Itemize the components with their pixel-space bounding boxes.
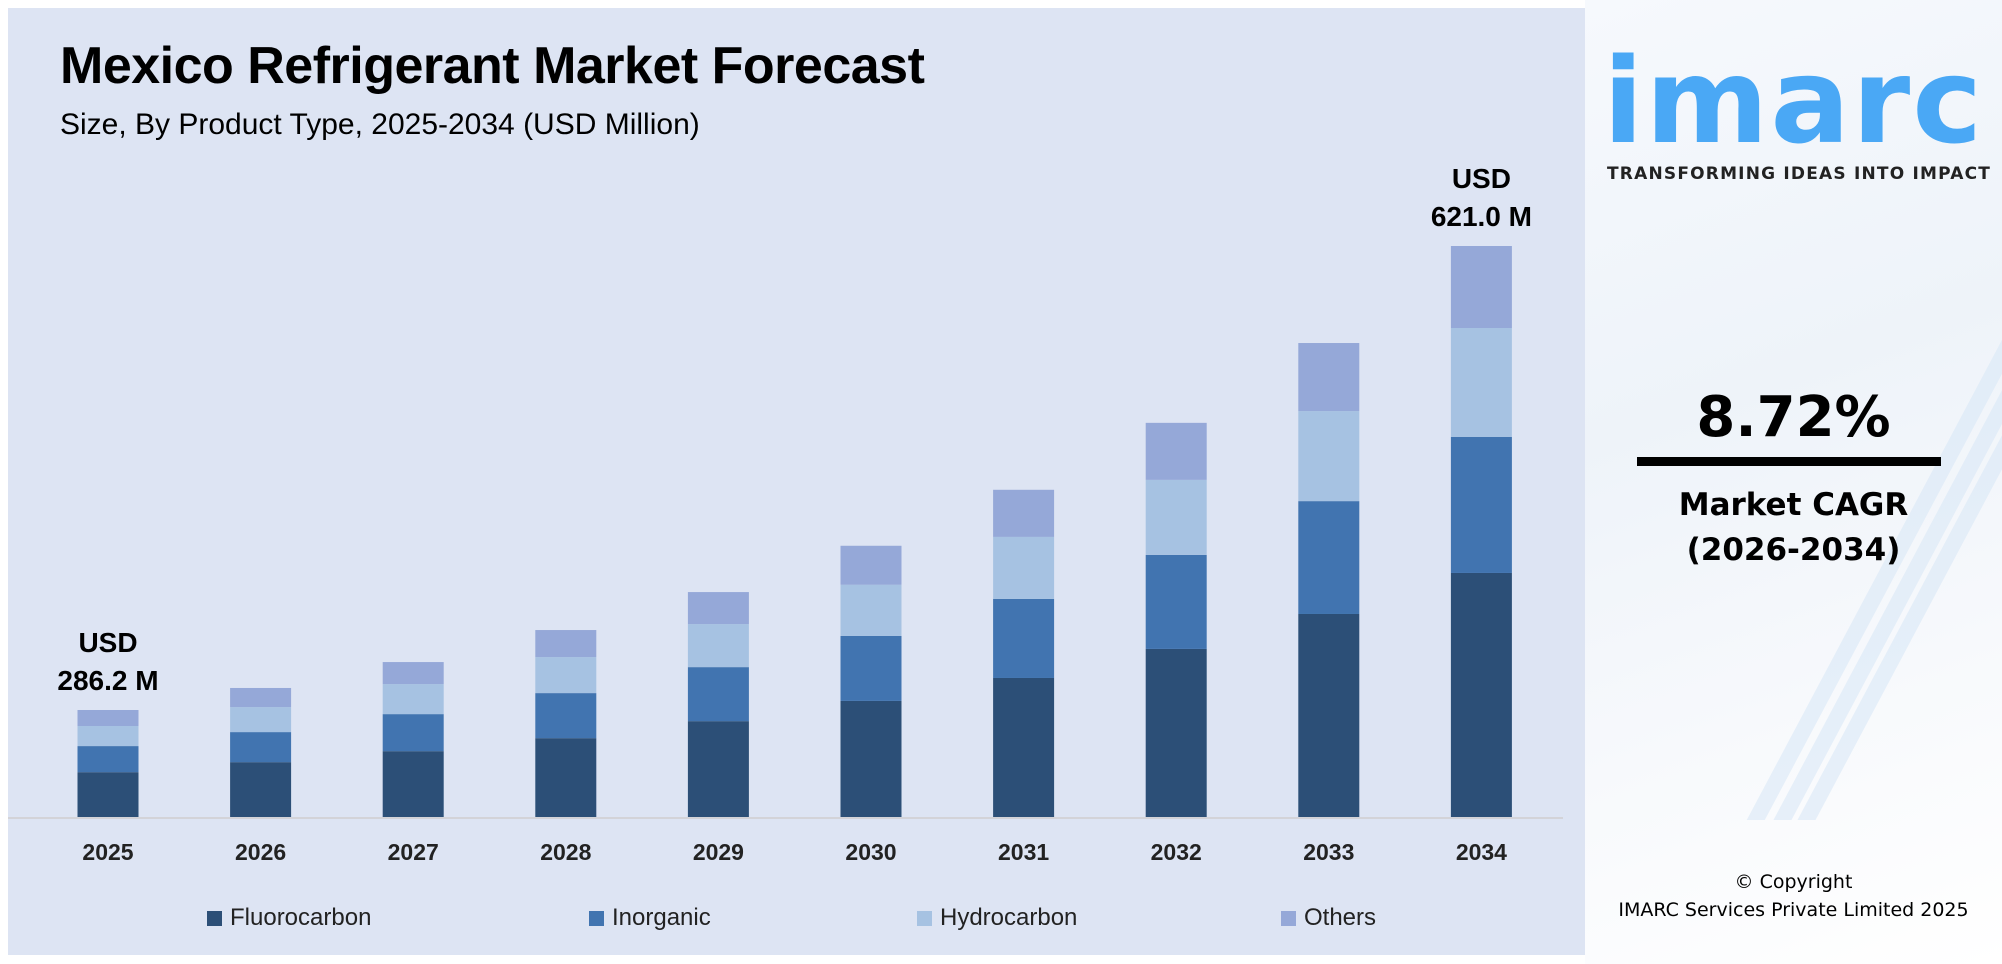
cagr-period: (2026-2034) — [1686, 532, 1901, 568]
bar-segment-inorganic-2027 — [382, 714, 444, 752]
bar-segment-hydrocarbon-2032 — [1145, 479, 1207, 555]
x-tick-label: 2030 — [845, 839, 896, 865]
bar-segment-others-2030 — [840, 545, 902, 585]
total-label-value: 621.0 M — [1431, 201, 1532, 232]
side-panel: imarc TRANSFORMING IDEAS INTO IMPACT 8.7… — [1585, 0, 2002, 964]
bar-segment-hydrocarbon-2034 — [1450, 328, 1512, 437]
bar-segment-fluorocarbon-2032 — [1145, 648, 1207, 817]
bar-segment-inorganic-2029 — [687, 667, 749, 722]
logo-text: imarc — [1603, 32, 1985, 170]
bar-segment-fluorocarbon-2034 — [1450, 572, 1512, 817]
bar-segment-hydrocarbon-2030 — [840, 584, 902, 636]
legend-label: Fluorocarbon — [230, 904, 372, 931]
bar-segment-others-2032 — [1145, 422, 1207, 480]
total-label-currency: USD — [1452, 163, 1511, 194]
bar-segment-others-2029 — [687, 592, 749, 625]
chart-panel: Mexico Refrigerant Market Forecast Size,… — [8, 8, 1585, 955]
bar-segment-hydrocarbon-2028 — [535, 657, 597, 694]
legend-swatch — [1281, 910, 1296, 926]
imarc-logo: imarc — [1603, 26, 1983, 166]
bar-segment-others-2034 — [1450, 246, 1512, 329]
bar-segment-inorganic-2032 — [1145, 554, 1207, 649]
bar-segment-hydrocarbon-2029 — [687, 624, 749, 668]
legend-swatch — [207, 910, 222, 926]
bar-segment-inorganic-2025 — [77, 746, 139, 773]
legend-label: Hydrocarbon — [940, 904, 1078, 931]
bar-segment-hydrocarbon-2031 — [993, 536, 1055, 599]
legend-label: Others — [1304, 904, 1377, 931]
chart-subtitle: Size, By Product Type, 2025-2034 (USD Mi… — [60, 108, 700, 141]
bar-segment-hydrocarbon-2026 — [230, 707, 292, 733]
bar-segment-inorganic-2028 — [535, 693, 597, 739]
bar-segment-fluorocarbon-2033 — [1298, 613, 1360, 817]
bar-segment-fluorocarbon-2029 — [687, 721, 749, 817]
x-tick-label: 2025 — [82, 839, 133, 865]
x-tick-label: 2028 — [540, 839, 591, 865]
bar-segment-others-2031 — [993, 489, 1055, 537]
legend-item-hydrocarbon: Hydrocarbon — [917, 904, 1077, 932]
bar-segment-others-2027 — [382, 662, 444, 685]
bar-segment-fluorocarbon-2028 — [535, 738, 597, 817]
bar-segment-fluorocarbon-2027 — [382, 751, 444, 817]
bar-segment-fluorocarbon-2031 — [993, 677, 1055, 817]
x-tick-label: 2032 — [1151, 839, 1202, 865]
legend-item-inorganic: Inorganic — [589, 904, 711, 932]
stacked-bar-plot: 2025 USD 286.2 M 2026 2027 2028 2029 2030 2031 20… — [8, 163, 1563, 865]
bar-segment-hydrocarbon-2033 — [1298, 411, 1360, 502]
x-tick-label: 2027 — [388, 839, 439, 865]
total-label-value: 286.2 M — [57, 665, 158, 696]
cagr-value: 8.72% — [1696, 385, 1891, 450]
bar-segment-inorganic-2030 — [840, 635, 902, 701]
bar-segment-others-2028 — [535, 630, 597, 658]
chart-title: Mexico Refrigerant Market Forecast — [60, 37, 925, 95]
bar-segment-fluorocarbon-2025 — [77, 772, 139, 817]
bar-segment-inorganic-2026 — [230, 732, 292, 763]
bar-segment-others-2025 — [77, 710, 139, 727]
x-tick-label: 2031 — [998, 839, 1049, 865]
legend-item-fluorocarbon: Fluorocarbon — [207, 904, 371, 932]
bar-segment-inorganic-2033 — [1298, 501, 1360, 614]
legend: Fluorocarbon Inorganic Hydrocarbon Others — [8, 904, 1585, 934]
bar-segment-inorganic-2034 — [1450, 436, 1512, 573]
bar-segment-fluorocarbon-2030 — [840, 700, 902, 817]
bar-segment-hydrocarbon-2027 — [382, 684, 444, 715]
total-label-currency: USD — [78, 627, 137, 658]
bar-segment-others-2026 — [230, 687, 292, 708]
legend-swatch — [917, 910, 932, 926]
bar-segment-fluorocarbon-2026 — [230, 762, 292, 817]
x-tick-label: 2026 — [235, 839, 286, 865]
x-tick-label: 2029 — [693, 839, 744, 865]
x-tick-label: 2034 — [1456, 839, 1507, 865]
bar-segment-inorganic-2031 — [993, 598, 1055, 678]
bar-segment-others-2033 — [1298, 343, 1360, 412]
legend-item-others: Others — [1281, 904, 1376, 932]
cagr-divider — [1637, 457, 1941, 466]
copyright-line2: IMARC Services Private Limited 2025 — [1618, 899, 1969, 921]
x-tick-label: 2033 — [1303, 839, 1354, 865]
legend-swatch — [589, 910, 604, 926]
legend-label: Inorganic — [612, 904, 711, 931]
logo-tagline: TRANSFORMING IDEAS INTO IMPACT — [1607, 164, 1992, 184]
cagr-label: Market CAGR — [1678, 487, 1909, 523]
copyright-line1: © Copyright — [1734, 871, 1853, 893]
bar-segment-hydrocarbon-2025 — [77, 726, 139, 747]
copyright: © Copyright IMARC Services Private Limit… — [1585, 868, 2002, 924]
